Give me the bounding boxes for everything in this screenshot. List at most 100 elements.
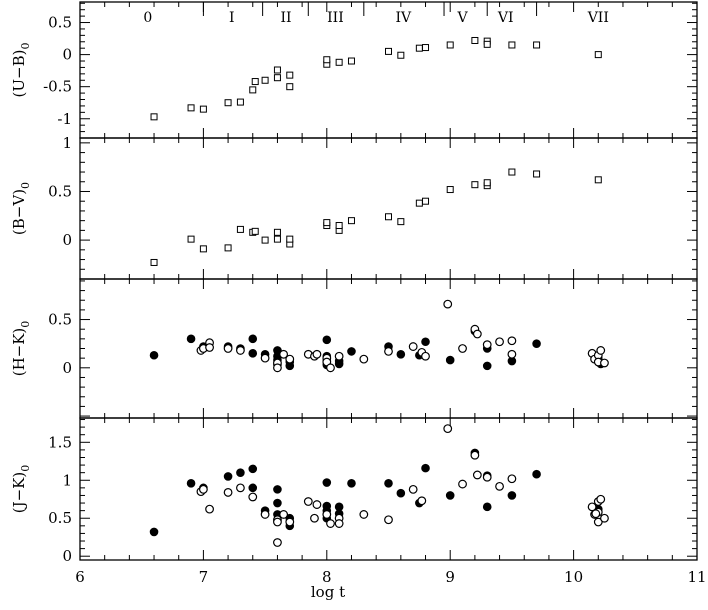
y-axis-title-subscript: 0 (19, 321, 32, 328)
data-point-hk-s0-5 (248, 334, 258, 344)
data-point-jk-s0-4 (236, 468, 245, 477)
data-point-hk-s1-19 (384, 346, 393, 356)
data-point-hk-s1-9 (279, 349, 289, 359)
data-point-hk-s1-23 (443, 299, 453, 309)
data-point-hk-s1-34 (596, 346, 606, 355)
data-point-ub-s0-11 (286, 71, 294, 79)
data-point-bv-s0-16 (347, 217, 355, 225)
data-point-hk-s1-5 (236, 346, 245, 355)
data-point-hk-s1-30 (507, 349, 517, 359)
data-point-jk-s1-6 (260, 510, 270, 519)
y-axis-title-subscript: 0 (19, 465, 32, 472)
data-point-hk-s1-4 (223, 344, 233, 353)
data-point-hk-s0-24 (421, 337, 430, 347)
panel-ub: -1-0.500.5(U−B)00 I II III IV V VI VII (10, 1, 698, 139)
data-point-bv-s0-25 (508, 168, 516, 176)
data-point-jk-s1-21 (408, 484, 418, 494)
data-point-bv-s0-17 (385, 213, 392, 221)
data-point-jk-s1-9 (273, 538, 282, 547)
y-axis-title-text: (B−V) (10, 189, 28, 235)
data-point-ub-s0-20 (446, 41, 454, 49)
data-point-hk-s0-22 (396, 349, 406, 359)
data-point-hk-s1-18 (359, 354, 369, 364)
data-point-ub-s0-7 (261, 76, 269, 84)
age-group-label: 0 (143, 10, 152, 26)
data-point-jk-s1-35 (593, 517, 603, 527)
age-group-label: VII (587, 10, 609, 26)
data-point-ub-s0-19 (422, 44, 430, 52)
data-point-ub-s0-10 (286, 83, 294, 91)
panel-frame-jk (79, 417, 698, 561)
data-point-jk-s1-5 (248, 492, 258, 502)
data-point-jk-s1-16 (326, 519, 335, 528)
data-point-hk-s1-8 (273, 363, 282, 373)
data-point-ub-s0-23 (483, 40, 491, 48)
y-axis-title-text: (H−K) (10, 328, 28, 377)
data-point-jk-s0-28 (507, 491, 517, 500)
y-tick-label: 1 (62, 134, 72, 152)
y-tick-label: 0.5 (48, 182, 72, 200)
data-point-hk-s1-29 (507, 336, 517, 346)
data-point-hk-s1-10 (285, 354, 295, 364)
data-point-jk-s1-27 (482, 472, 492, 482)
x-tick-label: 6 (75, 568, 85, 586)
data-point-bv-s0-13 (323, 219, 331, 227)
y-axis-title-hk: (H−K)0 (10, 321, 32, 377)
data-point-jk-s0-24 (445, 491, 455, 500)
panel-jk: 00.511.5(J−K)0 (10, 417, 698, 565)
data-point-ub-s0-9 (273, 66, 281, 74)
data-point-bv-s0-20 (422, 197, 430, 205)
data-point-jk-s1-24 (458, 479, 467, 489)
data-point-hk-s0-19 (334, 359, 344, 369)
data-point-ub-s0-0 (150, 113, 158, 121)
x-tick-label: 9 (445, 568, 455, 586)
age-group-label: III (327, 10, 344, 26)
data-point-ub-s0-21 (471, 36, 479, 44)
data-point-hk-s0-6 (248, 349, 258, 358)
data-point-bv-s0-7 (261, 236, 269, 244)
data-point-hk-s0-0 (149, 350, 159, 360)
panel-hk: 00.5(H−K)0 (10, 278, 698, 419)
data-point-hk-s0-28 (482, 361, 492, 371)
data-point-hk-s1-27 (482, 340, 492, 350)
data-point-jk-s0-19 (347, 479, 356, 488)
y-tick-label: 0 (62, 359, 72, 377)
data-point-jk-s0-3 (223, 472, 233, 481)
y-tick-label: -0.5 (43, 78, 72, 96)
data-point-bv-s0-27 (594, 176, 602, 184)
data-point-bv-s0-19 (415, 199, 423, 207)
age-group-label: II (281, 10, 292, 26)
data-point-hk-s1-17 (334, 351, 344, 361)
y-axis-title-bv: (B−V)0 (10, 182, 32, 235)
data-point-ub-s0-2 (199, 105, 207, 113)
data-point-jk-s1-22 (417, 496, 427, 506)
data-point-bv-s0-15 (335, 222, 343, 230)
data-point-jk-s1-25 (470, 450, 480, 460)
data-point-bv-s0-11 (286, 235, 294, 243)
data-point-ub-s0-18 (415, 44, 423, 52)
panel-frame-bv (79, 137, 698, 280)
data-point-jk-s1-13 (310, 513, 319, 523)
data-point-ub-s0-3 (224, 99, 232, 107)
data-point-jk-s1-18 (334, 519, 344, 528)
age-group-label: VI (497, 10, 514, 26)
y-tick-label: 0.5 (48, 14, 72, 32)
data-point-ub-s0-13 (323, 56, 331, 64)
y-axis-title-subscript: 0 (19, 182, 32, 189)
data-point-bv-s0-8 (273, 228, 281, 236)
data-point-jk-s0-0 (149, 527, 159, 537)
data-point-ub-s0-25 (533, 41, 541, 49)
x-axis-title: log t (311, 583, 345, 601)
data-point-hk-s1-26 (472, 329, 482, 339)
data-point-ub-s0-24 (508, 41, 516, 49)
y-axis-title-subscript: 0 (19, 43, 32, 50)
data-point-bv-s0-2 (199, 245, 207, 253)
data-point-jk-s1-33 (596, 494, 606, 504)
data-point-hk-s0-1 (186, 334, 196, 344)
panels-layer: -1-0.500.5(U−B)00 I II III IV V VI VII00.51(B−V… (10, 1, 707, 586)
data-point-jk-s1-30 (587, 502, 597, 512)
data-point-jk-s1-2 (205, 504, 214, 514)
data-point-ub-s0-17 (397, 51, 405, 59)
y-axis-title-text: (J−K) (10, 472, 28, 514)
data-point-bv-s0-21 (446, 186, 454, 194)
